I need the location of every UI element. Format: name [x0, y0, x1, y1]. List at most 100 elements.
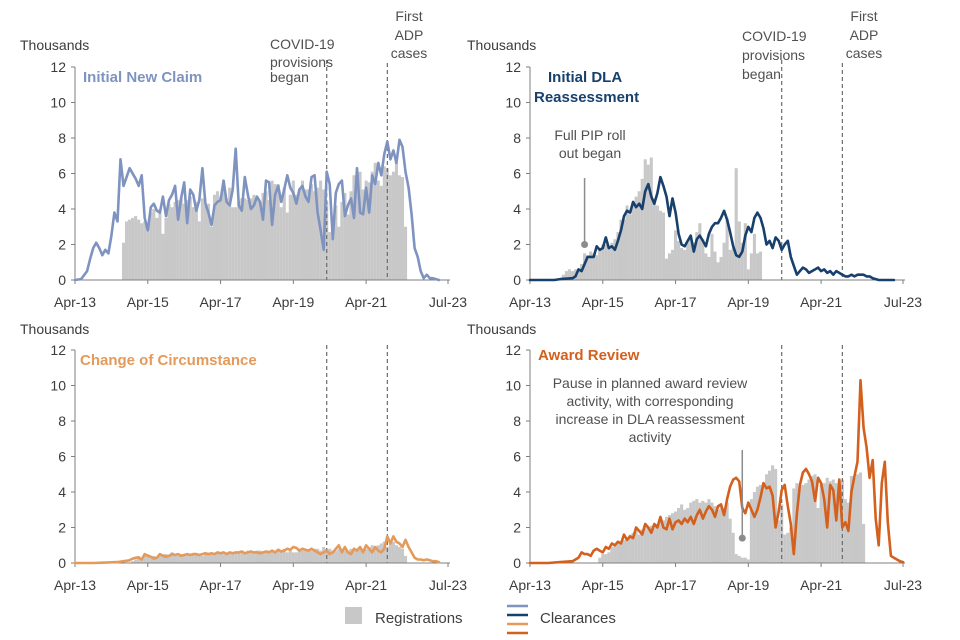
registrations-bar [349, 191, 353, 280]
registrations-bar [576, 271, 581, 280]
x-tick-label: Apr-21 [345, 577, 387, 593]
registrations-bar [400, 548, 405, 563]
registrations-bar [783, 534, 787, 563]
y-tick-label: 10 [505, 378, 521, 394]
y-tick-label: 6 [58, 166, 66, 182]
registrations-bar [300, 550, 304, 563]
y-units-label: Thousands [467, 37, 536, 53]
registrations-bar [249, 552, 253, 563]
registrations-bar [798, 486, 802, 563]
registrations-bar [279, 207, 283, 280]
registrations-bar [604, 244, 608, 280]
registrations-bar [212, 194, 217, 280]
registrations-bar [279, 550, 283, 563]
y-units-label: Thousands [20, 321, 89, 337]
registrations-bar [276, 184, 280, 280]
registrations-bar [640, 178, 644, 280]
registrations-bar [143, 221, 147, 280]
registrations-bar [188, 555, 192, 563]
y-tick-label: 12 [50, 59, 66, 75]
registrations-bar [391, 171, 395, 280]
chart-panel-initial-dla-reassessment: 0 2 4 6 8 10 12 Apr-13 Apr-15 Apr-17 Apr-19 Apr-21 J… [467, 8, 922, 310]
registrations-bar [394, 545, 398, 563]
registrations-bar [179, 554, 183, 563]
registrations-bar [176, 200, 180, 280]
covid-annotation-text: began [270, 69, 309, 85]
registrations-bar [713, 506, 717, 563]
registrations-bar [285, 552, 289, 563]
adp-annotation-text: First [850, 8, 877, 24]
registrations-bar [686, 507, 690, 563]
registrations-bar [303, 550, 308, 563]
registrations-bar [267, 550, 271, 563]
registrations-bar [140, 223, 144, 280]
y-tick-label: 8 [513, 130, 521, 146]
registrations-bar [149, 555, 153, 563]
registrations-bar [379, 185, 383, 280]
registrations-bar [212, 554, 217, 563]
adp-annotation-text: First [395, 8, 422, 24]
covid-annotation-text: provisions [742, 47, 805, 63]
registrations-bar [801, 484, 805, 563]
registrations-bar [858, 472, 863, 563]
registrations-bar [319, 550, 323, 563]
registrations-bar [391, 541, 395, 563]
registrations-bar [622, 539, 626, 563]
registrations-bar [288, 194, 292, 280]
registrations-bar [692, 500, 696, 563]
annotation-text: Full PIP roll [554, 127, 625, 143]
registrations-bar [219, 196, 223, 280]
registrations-bar [652, 198, 656, 280]
registrations-bar [707, 499, 711, 563]
registrations-bar [589, 251, 593, 280]
registrations-bar [789, 527, 793, 563]
registrations-bar [388, 175, 392, 280]
registrations-bar [661, 212, 665, 280]
registrations-bars [561, 157, 763, 280]
y-tick-label: 0 [513, 272, 521, 288]
y-tick-label: 8 [58, 413, 66, 429]
x-tick-label: Apr-15 [127, 577, 169, 593]
registrations-bar [309, 184, 314, 280]
registrations-bar [722, 507, 726, 563]
registrations-bar [137, 555, 141, 563]
registrations-bar [728, 518, 732, 563]
registrations-bar [397, 175, 402, 280]
registrations-bar [698, 502, 702, 563]
registrations-bar [728, 249, 732, 280]
x-tick-label: Apr-13 [509, 577, 551, 593]
registrations-bar [388, 543, 392, 563]
registrations-bar [758, 251, 763, 280]
y-tick-label: 2 [513, 237, 521, 253]
registrations-bar [564, 271, 568, 280]
registrations-bar [743, 223, 747, 280]
registrations-bar [698, 223, 702, 280]
registrations-bar [604, 554, 608, 563]
registrations-bar [713, 251, 717, 280]
registrations-bar [625, 539, 629, 563]
registrations-bar [667, 515, 672, 563]
registrations-bar [746, 559, 750, 563]
registrations-bar [837, 481, 841, 563]
registrations-bar [358, 547, 362, 563]
registrations-bar [400, 177, 405, 280]
registrations-bar [846, 502, 850, 563]
registrations-bar [649, 157, 653, 280]
registrations-bar [297, 550, 301, 563]
registrations-bar [270, 180, 274, 280]
panel-title: Reassessment [534, 89, 639, 106]
x-tick-label: Apr-19 [727, 294, 769, 310]
x-tick-label: Jul-23 [884, 577, 922, 593]
clearances-line [528, 175, 896, 282]
registrations-bar [361, 548, 365, 563]
registrations-bar [725, 217, 729, 280]
registrations-bar [743, 557, 747, 563]
registrations-bar [634, 196, 638, 280]
registrations-bar [215, 191, 220, 280]
registrations-bar [628, 534, 632, 563]
x-tick-label: Apr-15 [582, 294, 624, 310]
registrations-bar [337, 548, 341, 563]
x-tick-label: Apr-17 [200, 577, 242, 593]
registrations-bar [146, 554, 150, 563]
registrations-bar [755, 486, 759, 563]
